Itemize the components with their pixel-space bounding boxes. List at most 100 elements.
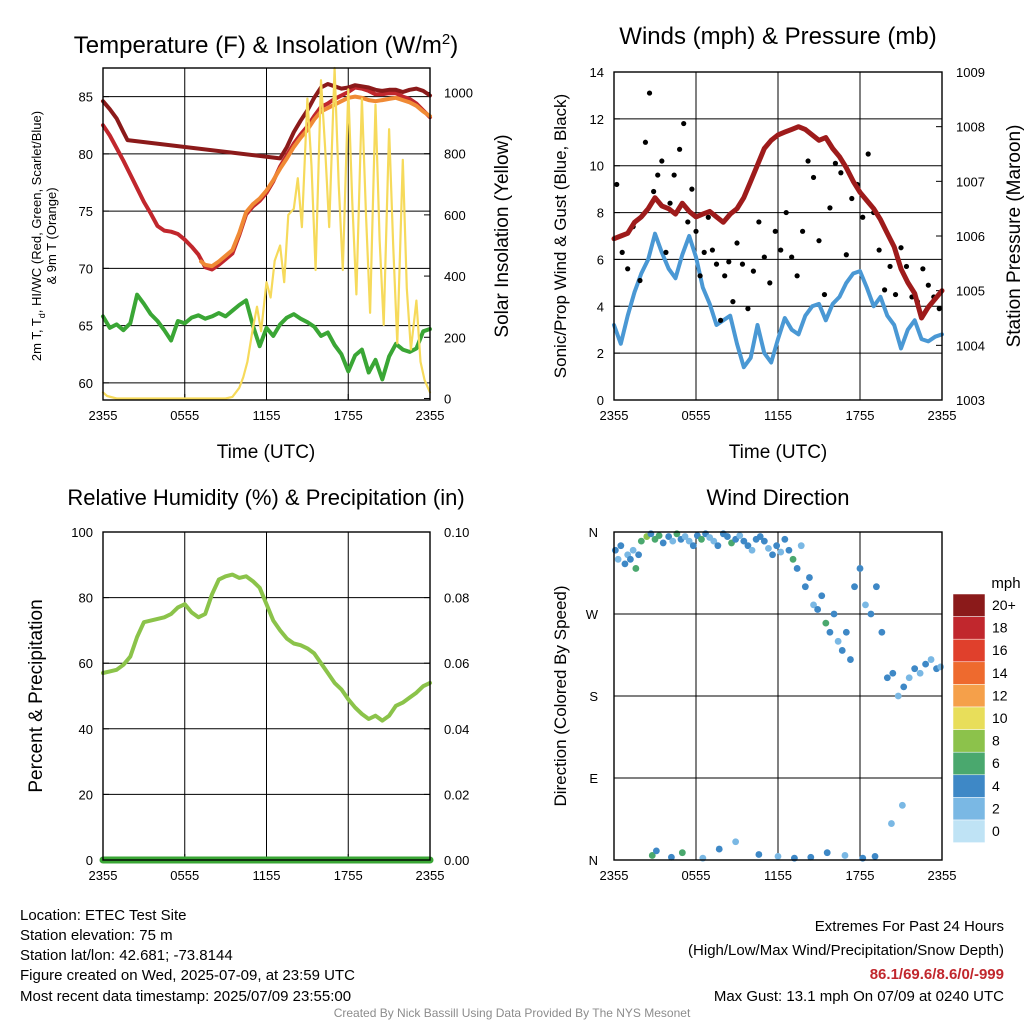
winds-wind-gust-point — [709, 247, 716, 253]
extremes-legend: (High/Low/Max Wind/Precipitation/Snow De… — [688, 942, 1004, 959]
winds-y-tick-label: 10 — [590, 159, 604, 174]
temp-y-tick-label: 75 — [79, 204, 93, 219]
wdir-point — [611, 546, 619, 554]
wdir-point — [937, 663, 945, 671]
wdir-point — [781, 535, 789, 543]
temp-x-tick-label: 2355 — [89, 408, 118, 423]
wdir-point — [856, 565, 864, 572]
winds-wind-gust-point — [619, 249, 625, 255]
winds-wind-gust-point — [843, 252, 849, 258]
wdir-point — [801, 583, 809, 591]
wdir-point — [806, 574, 813, 581]
temp-y2-tick-label: 400 — [444, 269, 466, 284]
colorbar-swatch — [952, 706, 986, 730]
winds-wind-gust-point — [876, 247, 882, 253]
winds-wind-gust-point — [887, 263, 893, 270]
colorbar-swatch — [952, 797, 986, 821]
rh-x-tick-label: 0555 — [170, 868, 199, 883]
wdir-point — [715, 845, 723, 853]
wdir-point — [659, 539, 667, 547]
wdir-point — [621, 560, 629, 568]
temp-y2-tick-label: 0 — [444, 391, 451, 406]
temp-x-tick-label: 0555 — [170, 408, 199, 423]
winds-wind-gust-point — [663, 249, 669, 255]
winds-wind-gust-point — [642, 139, 649, 145]
colorbar-swatch — [952, 638, 986, 663]
wdir-y-tick-label: W — [586, 607, 599, 622]
winds-y-tick-label: 14 — [590, 65, 604, 80]
winds-wind-gust-point — [892, 291, 899, 298]
winds-y-label: Sonic/Prop Wind & Gust (Blue, Black) — [551, 94, 570, 378]
winds-wind-gust-point — [816, 238, 822, 244]
winds-y2-tick-label: 1007 — [956, 174, 985, 189]
wdir-point — [755, 851, 763, 858]
wdir-point — [842, 628, 850, 636]
wdir-point — [614, 555, 622, 563]
winds-wind-gust-point — [898, 245, 904, 251]
rh-relative-humidity-line — [101, 572, 432, 723]
wdir-point — [678, 849, 686, 857]
extremes-values: 86.1/69.6/8.6/0/-999 — [869, 966, 1004, 983]
winds-x-tick-label: 2355 — [928, 408, 957, 423]
colorbar-label: 16 — [992, 642, 1008, 658]
wdir-point — [773, 542, 781, 550]
winds-wind-gust-point — [936, 306, 942, 312]
humidity-y-label: Percent & Precipitation — [26, 599, 47, 792]
winds-y-tick-label: 4 — [597, 299, 604, 314]
winds-y-tick-label: 12 — [590, 112, 604, 127]
colorbar-label: 20+ — [992, 597, 1016, 613]
rh-y-tick-label: 100 — [71, 525, 93, 540]
temp-y2-tick-label: 1000 — [444, 85, 473, 100]
winds-wind-gust-point — [677, 146, 683, 152]
winds-wind-gust-point — [789, 254, 795, 260]
winds-wind-gust-point — [805, 158, 811, 164]
winds-wind-gust-point — [778, 247, 784, 253]
wdir-point — [732, 838, 740, 846]
max-gust: Max Gust: 13.1 mph On 07/09 at 0240 UTC — [713, 988, 1004, 1005]
winds-wind-gust-point — [761, 254, 767, 260]
colorbar-label: 12 — [992, 687, 1008, 703]
temperature-y-label: 2m T, Td, HI/WC (Red, Green, Scarlet/Blu… — [29, 111, 59, 361]
humidity-panel: Relative Humidity (%) & Precipitation (i… — [26, 485, 469, 883]
wdir-y-tick-label: S — [589, 689, 598, 704]
wdir-point — [922, 660, 929, 668]
winds-x-label: Time (UTC) — [729, 442, 828, 463]
winds-wind-gust-point — [860, 214, 866, 220]
pressure-y-label: Station Pressure (Maroon) — [1004, 125, 1024, 348]
colorbar-swatch — [952, 684, 986, 708]
winds-wind-gust-point — [667, 200, 673, 206]
colorbar-unit: mph — [991, 575, 1020, 592]
winds-wind-gust-point — [730, 299, 736, 305]
winds-y2-tick-label: 1008 — [956, 120, 985, 135]
wdir-point — [883, 674, 891, 682]
winds-y-tick-label: 8 — [597, 206, 604, 221]
winds-title: Winds (mph) & Pressure (mb) — [619, 23, 936, 50]
wdir-point — [862, 601, 869, 609]
rh-y2-tick-label: 0.08 — [444, 591, 469, 606]
temp-heat-index-line — [101, 82, 432, 161]
colorbar-swatch — [952, 819, 986, 843]
wdir-point — [698, 535, 705, 543]
temp-y-tick-label: 80 — [79, 147, 93, 162]
winds-wind-gust-point — [800, 228, 806, 234]
winds-plot-frame — [613, 71, 943, 401]
wdir-point — [736, 532, 744, 540]
colorbar-label: 6 — [992, 755, 1000, 771]
wdir-point — [826, 628, 834, 636]
extremes-title: Extremes For Past 24 Hours — [814, 918, 1004, 935]
rh-y-tick-label: 60 — [79, 656, 93, 671]
winds-station-pressure-line — [611, 124, 945, 321]
colorbar-label: 4 — [992, 778, 1000, 794]
footer-recent: Most recent data timestamp: 2025/07/09 2… — [20, 988, 352, 1005]
wind-direction-panel: Wind Direction Direction (Colored By Spe… — [551, 485, 1021, 883]
colorbar-label: 14 — [992, 665, 1008, 681]
wdir-point — [911, 665, 919, 673]
winds-wind-gust-point — [832, 160, 839, 166]
wind-direction-y-label: Direction (Colored By Speed) — [551, 585, 570, 806]
wdir-x-tick-label: 1155 — [764, 868, 792, 883]
wdir-point — [793, 565, 801, 572]
winds-wind-gust-point — [655, 172, 661, 178]
colorbar-label: 2 — [992, 800, 1000, 816]
colorbar-swatch — [952, 774, 986, 798]
winds-y-tick-label: 2 — [597, 346, 604, 361]
